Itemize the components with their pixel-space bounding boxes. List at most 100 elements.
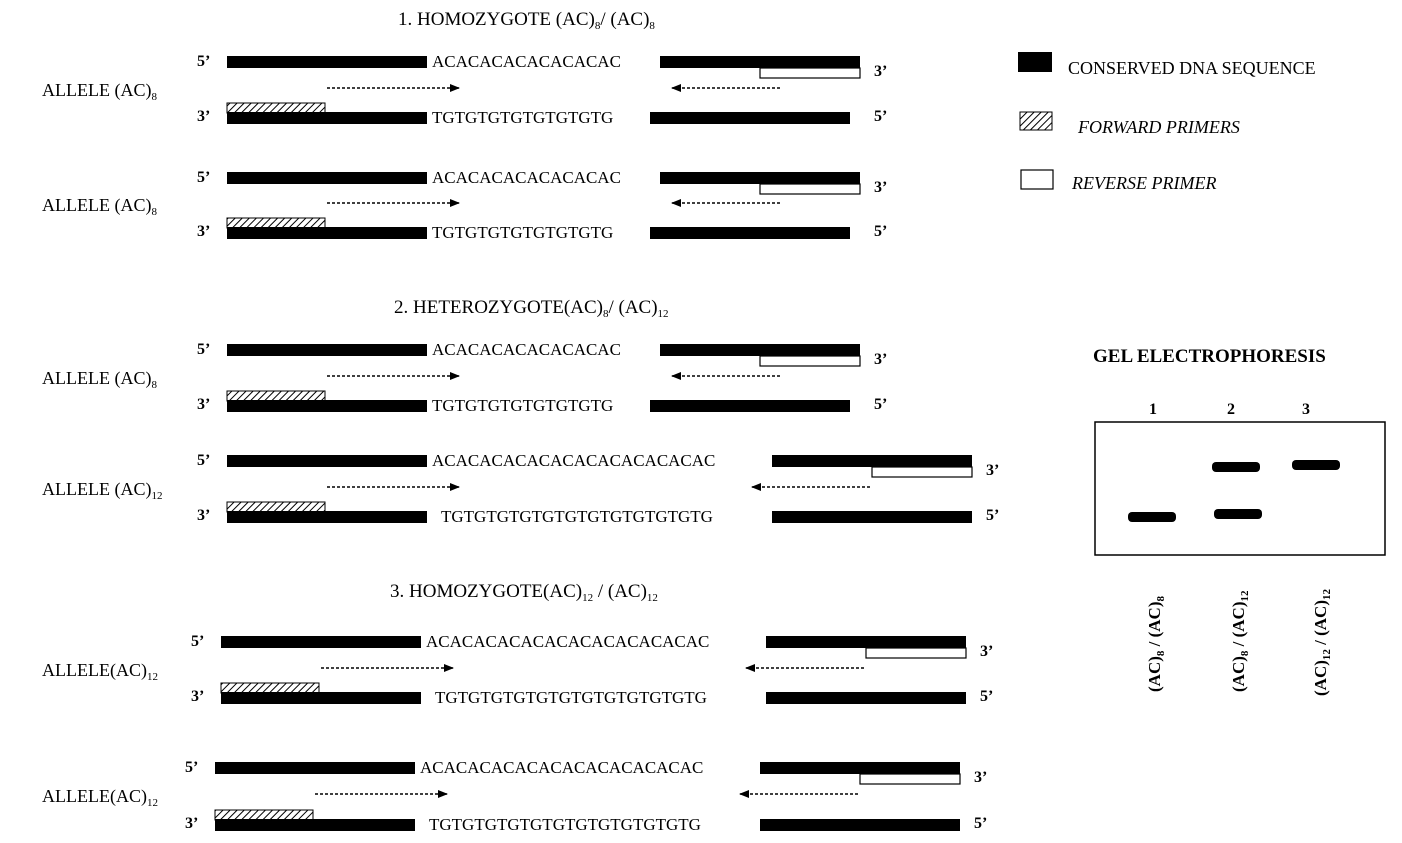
allele-p2-2-reverse-primer bbox=[871, 466, 973, 478]
allele-p2-1-top-right-conserved bbox=[660, 344, 860, 356]
allele-p2-2-bottom-left-conserved bbox=[227, 511, 427, 523]
allele-p1-1-bottom-right-conserved bbox=[650, 112, 850, 124]
legend-reverse-swatch bbox=[1020, 169, 1054, 190]
allele-p2-2-bottom-sequence: TGTGTGTGTGTGTGTGTGTGTGTG bbox=[441, 507, 713, 526]
allele-p3-1-label: ALLELE(AC)12 bbox=[42, 660, 158, 683]
allele-p2-1-bottom-sequence: TGTGTGTGTGTGTGTG bbox=[432, 396, 613, 415]
allele-p3-2-top-left-conserved bbox=[215, 762, 415, 774]
gel-band-lane2-upper bbox=[1212, 462, 1260, 472]
legend-forward-swatch bbox=[1019, 111, 1053, 131]
allele-p3-1: ALLELE(AC)12 5’ 3’ 3’ 5’ ACACACACACACACACACAC… bbox=[42, 632, 993, 707]
allele-p3-1-top-left-conserved bbox=[221, 636, 421, 648]
allele-p1-1-reverse-primer bbox=[759, 67, 861, 79]
legend-conserved-swatch bbox=[1018, 52, 1052, 72]
gel-lane-label-2: (AC)8 / (AC)12 bbox=[1229, 590, 1251, 692]
allele-p3-2-end-top-left: 5’ bbox=[185, 759, 198, 776]
allele-p1-2-reverse-primer bbox=[759, 183, 861, 195]
allele-p3-2-bottom-right-conserved bbox=[760, 819, 960, 831]
allele-p3-2-top-sequence: ACACACACACACACACACACACAC bbox=[420, 758, 703, 777]
allele-p2-1-end-top-left: 5’ bbox=[197, 341, 210, 358]
allele-p2-1-reverse-primer bbox=[759, 355, 861, 367]
allele-p2-2-end-bottom-left: 3’ bbox=[197, 507, 210, 524]
allele-p3-1-end-top-right: 3’ bbox=[980, 643, 993, 660]
allele-p3-2-end-bottom-right: 5’ bbox=[974, 815, 987, 832]
allele-p3-1-bottom-right-conserved bbox=[766, 692, 966, 704]
allele-p1-1-top-left-conserved bbox=[227, 56, 427, 68]
allele-p1-2-bottom-right-conserved bbox=[650, 227, 850, 239]
allele-p3-2-reverse-primer bbox=[859, 773, 961, 785]
allele-p3-1-top-right-conserved bbox=[766, 636, 966, 648]
allele-p2-1-end-bottom-right: 5’ bbox=[874, 396, 887, 413]
allele-p2-1-bottom-left-conserved bbox=[227, 400, 427, 412]
allele-p2-1-top-left-conserved bbox=[227, 344, 427, 356]
gel-lane-number-1: 1 bbox=[1149, 401, 1157, 418]
gel-lane-label-3: (AC)12 / (AC)12 bbox=[1311, 589, 1333, 697]
allele-p1-2-end-top-right: 3’ bbox=[874, 179, 887, 196]
allele-p3-1-reverse-primer bbox=[865, 647, 967, 659]
allele-p3-2: ALLELE(AC)12 5’ 3’ 3’ 5’ ACACACACACACACACACAC… bbox=[42, 758, 987, 834]
gel-band-lane3-upper bbox=[1292, 460, 1340, 470]
allele-p3-2-top-right-conserved bbox=[760, 762, 960, 774]
allele-p2-2-top-left-conserved bbox=[227, 455, 427, 467]
allele-p1-1-end-top-right: 3’ bbox=[874, 63, 887, 80]
allele-p1-2-top-left-conserved bbox=[227, 172, 427, 184]
legend-forward-label: FORWARD PRIMERS bbox=[1077, 117, 1240, 137]
allele-p1-2-top-right-conserved bbox=[660, 172, 860, 184]
gel-lane-number-2: 2 bbox=[1227, 401, 1235, 418]
allele-p2-2: ALLELE (AC)12 5’ 3’ 3’ 5’ ACACACACACACACACACA… bbox=[42, 451, 999, 526]
allele-p1-2-end-bottom-right: 5’ bbox=[874, 223, 887, 240]
legend-reverse-label: REVERSE PRIMER bbox=[1071, 173, 1216, 193]
panel-title-3: 3. HOMOZYGOTE(AC)12 / (AC)12 bbox=[390, 581, 658, 604]
allele-p2-1-forward-primer bbox=[226, 390, 326, 402]
allele-p2-2-end-top-right: 3’ bbox=[986, 462, 999, 479]
gel-band-lane1-lower bbox=[1128, 512, 1176, 522]
allele-p3-1-bottom-sequence: TGTGTGTGTGTGTGTGTGTGTGTG bbox=[435, 688, 707, 707]
allele-p2-2-top-sequence: ACACACACACACACACACACACAC bbox=[432, 451, 715, 470]
gel-title: GEL ELECTROPHORESIS bbox=[1093, 346, 1326, 367]
allele-p2-1-end-top-right: 3’ bbox=[874, 351, 887, 368]
allele-p2-2-label: ALLELE (AC)12 bbox=[42, 479, 162, 502]
allele-p3-1-top-sequence: ACACACACACACACACACACACAC bbox=[426, 632, 709, 651]
allele-p1-1-end-bottom-right: 5’ bbox=[874, 108, 887, 125]
allele-p1-1-bottom-sequence: TGTGTGTGTGTGTGTG bbox=[432, 108, 613, 127]
allele-p3-2-label: ALLELE(AC)12 bbox=[42, 786, 158, 809]
allele-p1-1: ALLELE (AC)8 5’ 3’ 3’ 5’ ACACACACACACACAC TGTG… bbox=[42, 52, 887, 127]
allele-p1-1-end-bottom-left: 3’ bbox=[197, 108, 210, 125]
gel-electrophoresis: GEL ELECTROPHORESIS 1 2 3 (AC)8 / (AC)8 … bbox=[1093, 346, 1386, 697]
allele-p1-1-forward-primer bbox=[226, 102, 326, 114]
allele-p3-2-end-bottom-left: 3’ bbox=[185, 815, 198, 832]
allele-p3-1-forward-primer bbox=[220, 682, 320, 694]
allele-p3-2-bottom-left-conserved bbox=[215, 819, 415, 831]
allele-p3-1-end-bottom-right: 5’ bbox=[980, 688, 993, 705]
legend-conserved-label: CONSERVED DNA SEQUENCE bbox=[1068, 58, 1316, 78]
allele-p1-1-label: ALLELE (AC)8 bbox=[42, 80, 157, 103]
allele-p2-1-end-bottom-left: 3’ bbox=[197, 396, 210, 413]
allele-p3-1-end-top-left: 5’ bbox=[191, 633, 204, 650]
allele-p2-1-label: ALLELE (AC)8 bbox=[42, 368, 157, 391]
allele-p3-2-forward-primer bbox=[214, 809, 314, 821]
allele-p2-2-end-bottom-right: 5’ bbox=[986, 507, 999, 524]
allele-p1-1-top-right-conserved bbox=[660, 56, 860, 68]
allele-p2-1-bottom-right-conserved bbox=[650, 400, 850, 412]
allele-p3-2-bottom-sequence: TGTGTGTGTGTGTGTGTGTGTGTG bbox=[429, 815, 701, 834]
allele-p2-1-top-sequence: ACACACACACACACAC bbox=[432, 340, 621, 359]
allele-p1-1-end-top-left: 5’ bbox=[197, 53, 210, 70]
allele-p3-1-end-bottom-left: 3’ bbox=[191, 688, 204, 705]
allele-p1-2-bottom-left-conserved bbox=[227, 227, 427, 239]
allele-p3-2-end-top-right: 3’ bbox=[974, 769, 987, 786]
gel-box bbox=[1094, 421, 1386, 556]
legend: CONSERVED DNA SEQUENCE FORWARD PRIMERS R… bbox=[1018, 52, 1316, 193]
gel-lane-label-1: (AC)8 / (AC)8 bbox=[1145, 596, 1167, 693]
allele-diagrams: ALLELE (AC)8 5’ 3’ 3’ 5’ ACACACACACACACAC TGTG… bbox=[42, 52, 999, 834]
allele-p1-2-bottom-sequence: TGTGTGTGTGTGTGTG bbox=[432, 223, 613, 242]
allele-p2-2-top-right-conserved bbox=[772, 455, 972, 467]
allele-p2-2-forward-primer bbox=[226, 501, 326, 513]
allele-p3-1-bottom-left-conserved bbox=[221, 692, 421, 704]
allele-p2-2-end-top-left: 5’ bbox=[197, 452, 210, 469]
allele-p1-2-end-top-left: 5’ bbox=[197, 169, 210, 186]
gel-lane-number-3: 3 bbox=[1302, 401, 1310, 418]
allele-p1-2-top-sequence: ACACACACACACACAC bbox=[432, 168, 621, 187]
gel-band-lane2-lower bbox=[1214, 509, 1262, 519]
